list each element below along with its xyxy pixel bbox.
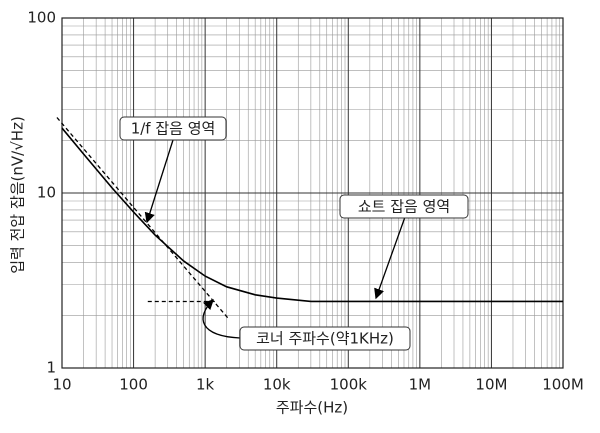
annotation-box [339,194,469,219]
plot-frame [61,17,564,369]
line [56,117,229,319]
annotation-arrow [202,299,241,339]
y-tick-label: 100 [27,9,56,27]
x-axis-label: 주파수(Hz) [276,399,348,417]
x-tick-label: 1k [196,376,215,394]
annotation-box [239,326,411,351]
annotation-text: 1/f 잡음 영역 [131,120,216,138]
annotation-arrow [374,216,406,300]
line [61,127,563,303]
annotation-text: 쇼트 잡음 영역 [358,198,450,216]
x-tick-label: 100k [330,376,368,394]
annotation-box [119,116,227,141]
annotation-arrow [144,139,174,224]
y-tick-label: 1 [46,359,56,377]
x-tick-label: 100M [542,376,584,394]
annotation-text: 코너 주파수(약1KHz) [256,330,394,348]
x-tick-label: 10k [263,376,291,394]
x-tick-label: 100 [119,376,148,394]
y-tick-label: 10 [37,184,56,202]
x-tick-label: 10M [475,376,507,394]
y-axis-label: 입력 전압 잡음(nV/√Hz) [9,116,27,274]
x-tick-label: 10 [52,376,71,394]
x-tick-label: 1M [409,376,432,394]
